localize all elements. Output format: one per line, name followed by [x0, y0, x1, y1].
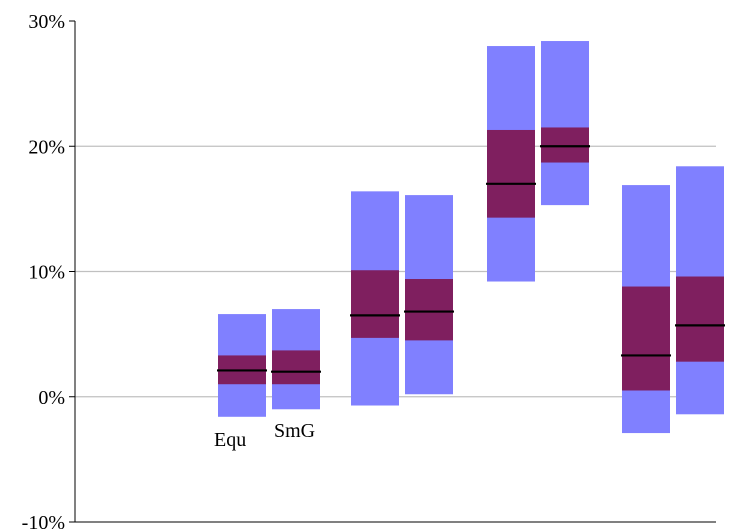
plot-series — [217, 41, 725, 434]
inner-range-box — [541, 127, 589, 163]
y-tick-label: 20% — [28, 136, 65, 158]
y-tick-label: 0% — [38, 387, 65, 409]
inner-range-box — [676, 276, 724, 362]
inner-range-box — [351, 270, 399, 338]
y-axis-ticks: -10% 0% 10% 20% 30% — [22, 11, 75, 531]
y-tick-label: 30% — [28, 11, 65, 33]
inner-range-box — [487, 129, 535, 218]
y-tick-label: -10% — [22, 512, 65, 531]
outer-range-box — [541, 41, 589, 206]
annotation-equ: Equ — [214, 429, 246, 451]
y-tick-label: 10% — [28, 262, 65, 284]
inner-range-box — [272, 350, 320, 385]
annotation-smg: SmG — [274, 420, 315, 442]
inner-range-box — [622, 286, 670, 391]
inner-range-box — [405, 279, 453, 341]
